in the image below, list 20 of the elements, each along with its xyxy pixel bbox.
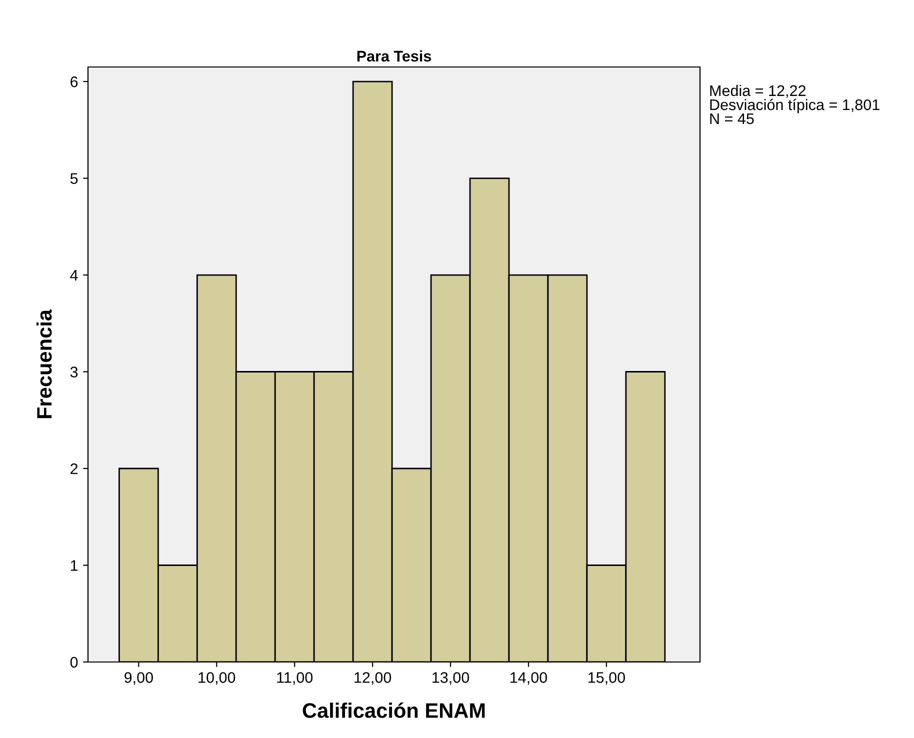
x-tick-label: 9,00 [124,672,153,685]
x-tick-label: 14,00 [510,672,548,685]
x-axis-title: Calificación ENAM [302,702,485,718]
y-tick-label: 0 [70,656,78,668]
y-axis-title: Frecuencia [36,309,52,418]
x-tick-label: 13,00 [432,672,470,685]
text: Desviación típica = 1,801 [710,98,880,114]
x-tick-label: 11,00 [277,672,313,685]
y-tick-label: 2 [70,463,78,474]
x-tick-label: 10,00 [198,672,236,685]
y-tick-label: 5 [70,173,78,184]
y-tick-label: 3 [70,366,78,378]
x-tick-label: 12,00 [354,672,392,685]
x-tick-label: 15,00 [588,672,625,685]
text: N = 45 [710,113,754,124]
y-tick-label: 6 [70,76,78,88]
text: Media = 12,22 [710,84,806,98]
chart-title: Para Tesis [357,50,432,62]
y-tick-label: 4 [70,270,78,281]
y-tick-label: 1 [70,560,78,571]
